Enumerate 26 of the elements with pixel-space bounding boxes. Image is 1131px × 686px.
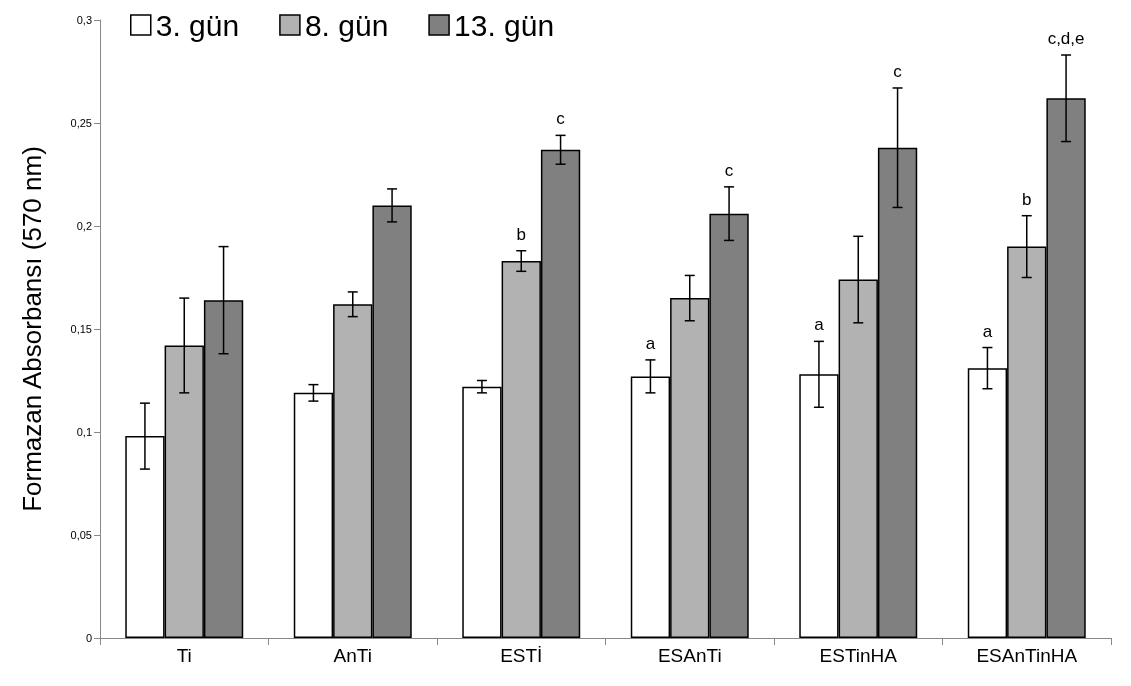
annotation: c bbox=[724, 160, 734, 180]
annotation: b bbox=[516, 224, 526, 244]
x-tick-label: ESAnTinHA bbox=[976, 645, 1078, 666]
annotation: c bbox=[893, 61, 903, 81]
x-tick-label: ESAnTi bbox=[657, 645, 722, 666]
annotation: a bbox=[814, 315, 825, 335]
annotation: b bbox=[1022, 189, 1032, 209]
annotation: a bbox=[982, 321, 993, 341]
y-axis-title: Formazan Absorbansı (570 nm) bbox=[17, 146, 47, 512]
x-tick-label: Ti bbox=[176, 645, 192, 666]
annotation: c bbox=[556, 109, 566, 129]
y-tick-label: 0 bbox=[85, 632, 92, 644]
x-tick-label: ESTinHA bbox=[819, 645, 898, 666]
y-tick-label: 0,2 bbox=[76, 220, 92, 232]
x-tick-label: AnTi bbox=[333, 645, 372, 666]
annotation: c,d,e bbox=[1047, 29, 1085, 49]
y-tick-label: 0,05 bbox=[70, 529, 92, 541]
annotation: a bbox=[645, 333, 656, 353]
y-tick-label: 0,25 bbox=[70, 117, 92, 129]
y-tick-label: 0,3 bbox=[76, 14, 92, 26]
y-tick-label: 0,1 bbox=[76, 426, 92, 438]
y-tick-label: 0,15 bbox=[70, 323, 92, 335]
x-tick-label: ESTİ bbox=[500, 645, 543, 666]
legend-label: 3. gün bbox=[155, 8, 240, 42]
legend-label: 8. gün bbox=[304, 8, 389, 42]
legend-label: 13. gün bbox=[454, 8, 555, 42]
